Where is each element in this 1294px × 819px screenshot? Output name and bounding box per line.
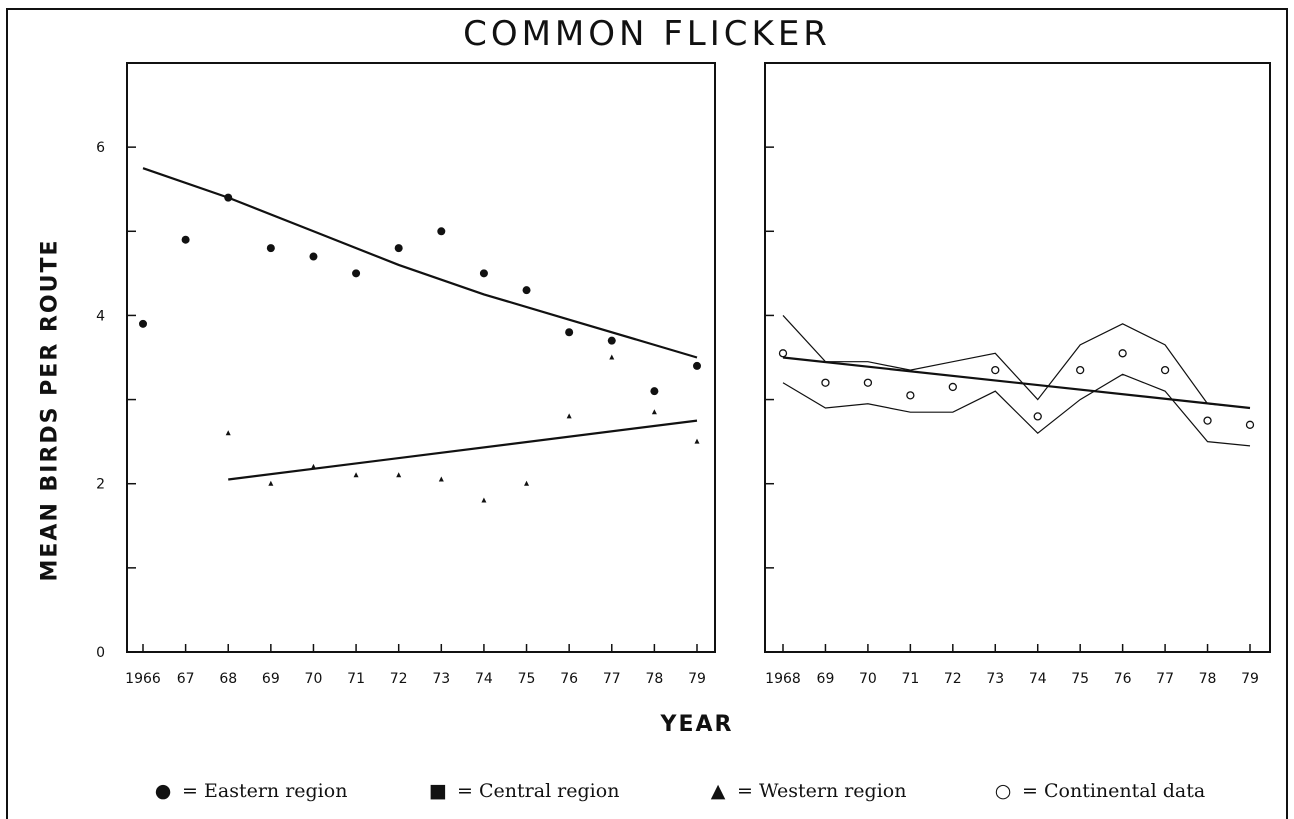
x-tick-label: 69: [817, 671, 835, 687]
data-point-eastern: [522, 286, 531, 295]
data-point-continental: [906, 391, 915, 400]
legend-label: = Continental data: [1022, 780, 1206, 802]
y-tick-label: 0: [96, 645, 105, 661]
data-point-continental: [1118, 349, 1127, 358]
data-point-continental: [863, 378, 873, 387]
data-point-continental: [991, 365, 1000, 375]
data-point-western: [438, 476, 444, 482]
legend-label: = Eastern region: [182, 780, 348, 802]
data-point-eastern: [352, 269, 361, 278]
x-axis-label: YEAR: [660, 712, 734, 737]
data-point-western: [396, 472, 402, 478]
legend-label: = Western region: [737, 780, 907, 802]
x-tick-label: 77: [603, 671, 621, 687]
data-point-western: [609, 354, 615, 360]
x-tick-label: 76: [1114, 671, 1132, 687]
open-circle-icon: ○: [994, 780, 1012, 802]
data-point-western: [225, 430, 231, 436]
data-point-western: [651, 409, 657, 415]
figure-frame: [6, 8, 1288, 819]
band-upper-line: [782, 315, 1251, 409]
x-tick-label: 72: [944, 671, 962, 687]
data-point-continental: [1160, 365, 1170, 375]
x-tick-label: 75: [1071, 671, 1089, 687]
data-point-eastern: [650, 387, 659, 396]
data-point-eastern: [224, 193, 233, 202]
data-point-eastern: [266, 244, 275, 253]
data-point-continental: [1245, 420, 1255, 429]
data-point-continental: [1203, 416, 1212, 425]
data-point-western: [566, 413, 572, 419]
data-point-eastern: [565, 328, 574, 337]
data-point-western: [353, 472, 359, 478]
x-tick-label: 70: [305, 671, 323, 687]
x-tick-label: 1966: [125, 671, 161, 687]
x-tick-label: 1968: [765, 671, 801, 687]
x-tick-label: 74: [475, 671, 493, 687]
data-point-eastern: [437, 227, 446, 236]
x-tick-label: 74: [1029, 671, 1047, 687]
plot-area-right: [764, 62, 1271, 653]
filled-square-icon: ■: [429, 780, 447, 802]
x-tick-label: 77: [1156, 671, 1174, 687]
x-tick-label: 78: [645, 671, 663, 687]
trend-line: [228, 419, 698, 481]
legend-item-eastern: ● = Eastern region: [150, 780, 348, 802]
data-point-eastern: [693, 361, 701, 370]
x-tick-label: 68: [219, 671, 237, 687]
filled-circle-icon: ●: [154, 780, 172, 802]
data-point-continental: [778, 349, 788, 358]
data-point-continental: [948, 382, 957, 392]
plot-area-left: [126, 62, 716, 653]
x-tick-label: 79: [1241, 671, 1259, 687]
y-tick-label: 4: [96, 308, 105, 324]
band-lower-line: [782, 373, 1251, 447]
x-tick-label: 72: [390, 671, 408, 687]
x-tick-label: 71: [347, 671, 365, 687]
data-point-eastern: [309, 252, 318, 261]
y-tick-label: 6: [96, 140, 105, 156]
x-tick-label: 78: [1199, 671, 1217, 687]
data-point-western: [524, 480, 530, 486]
data-point-eastern: [139, 319, 147, 328]
x-tick-label: 70: [859, 671, 877, 687]
data-point-western: [481, 497, 487, 503]
x-tick-label: 73: [432, 671, 450, 687]
data-point-western: [310, 463, 316, 469]
x-tick-label: 79: [688, 671, 706, 687]
data-point-eastern: [479, 269, 488, 278]
trend-line: [142, 167, 698, 359]
trend-line: [782, 356, 1251, 410]
data-point-western: [694, 438, 700, 444]
data-point-eastern: [607, 336, 616, 345]
data-point-eastern: [181, 235, 190, 244]
x-tick-label: 67: [177, 671, 195, 687]
filled-triangle-icon: ▲: [710, 780, 726, 802]
x-tick-label: 76: [560, 671, 578, 687]
legend-label: = Central region: [457, 780, 620, 802]
y-tick-label: 2: [96, 477, 105, 493]
x-tick-label: 71: [901, 671, 919, 687]
data-point-eastern: [394, 244, 403, 253]
legend: ● = Eastern region ■ = Central region ▲ …: [150, 780, 1250, 810]
data-point-continental: [1076, 365, 1085, 375]
x-tick-label: 69: [262, 671, 280, 687]
x-tick-label: 73: [986, 671, 1004, 687]
data-point-continental: [821, 378, 830, 387]
data-point-continental: [1033, 412, 1042, 421]
legend-item-continental: ○ = Continental data: [990, 780, 1205, 802]
legend-item-central: ■ = Central region: [425, 780, 619, 802]
data-point-western: [268, 480, 274, 486]
legend-item-western: ▲ = Western region: [705, 780, 907, 802]
x-tick-label: 75: [518, 671, 536, 687]
chart-title: COMMON FLICKER: [463, 14, 831, 54]
